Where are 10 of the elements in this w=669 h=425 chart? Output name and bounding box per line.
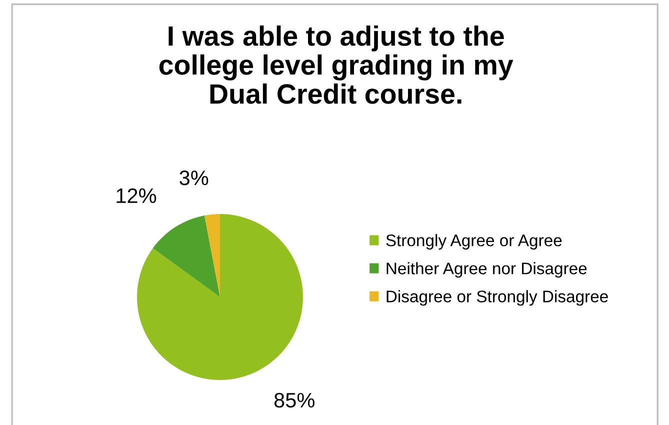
pie-slice <box>137 214 303 380</box>
legend-label: Strongly Agree or Agree <box>386 234 562 250</box>
chart-title: I was able to adjust to the college level grading in my Dual Credit course. <box>159 26 514 104</box>
pie-slice <box>204 214 220 297</box>
legend-label: Neither Agree nor Disagree <box>386 262 587 278</box>
data-label: 3% <box>180 170 208 186</box>
data-label: 12% <box>116 188 156 203</box>
legend-label: Disagree or Strongly Disagree <box>386 290 608 306</box>
pie-slice <box>152 215 220 297</box>
data-label: 85% <box>274 392 314 408</box>
